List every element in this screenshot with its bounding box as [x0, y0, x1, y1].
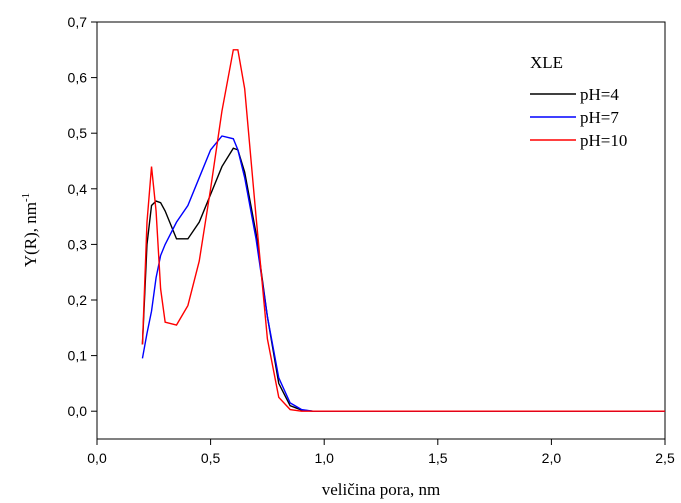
plot-frame: [96, 21, 666, 440]
y-tick-label: 0,1: [68, 348, 88, 364]
y-tick-label: 0,2: [68, 292, 88, 308]
y-axis-label-text: Y(R), nm: [21, 202, 40, 267]
y-tick-label: 0,7: [68, 14, 88, 30]
y-tick-label: 0,5: [68, 125, 88, 141]
x-axis-label: veličina pora, nm: [322, 480, 441, 499]
legend-label: pH=4: [580, 85, 619, 104]
x-tick-label: 1,5: [428, 450, 448, 466]
x-tick-label: 2,5: [655, 450, 675, 466]
y-tick-label: 0,3: [68, 236, 88, 252]
x-tick-label: 1,0: [314, 450, 334, 466]
legend-label: pH=10: [580, 131, 627, 150]
y-axis-label: Y(R), nm-1: [20, 193, 40, 267]
y-axis-label-sup: -1: [20, 193, 32, 202]
x-tick-label: 0,0: [87, 450, 107, 466]
x-tick-label: 2,0: [542, 450, 562, 466]
series-line: [141, 135, 665, 412]
legend-label: pH=7: [580, 108, 619, 127]
series-line: [141, 147, 665, 412]
legend-title: XLE: [530, 53, 563, 72]
series-line: [141, 49, 665, 412]
y-tick-label: 0,0: [68, 403, 88, 419]
x-tick-label: 0,5: [201, 450, 221, 466]
y-tick-label: 0,6: [68, 70, 88, 86]
y-tick-label: 0,4: [68, 181, 88, 197]
